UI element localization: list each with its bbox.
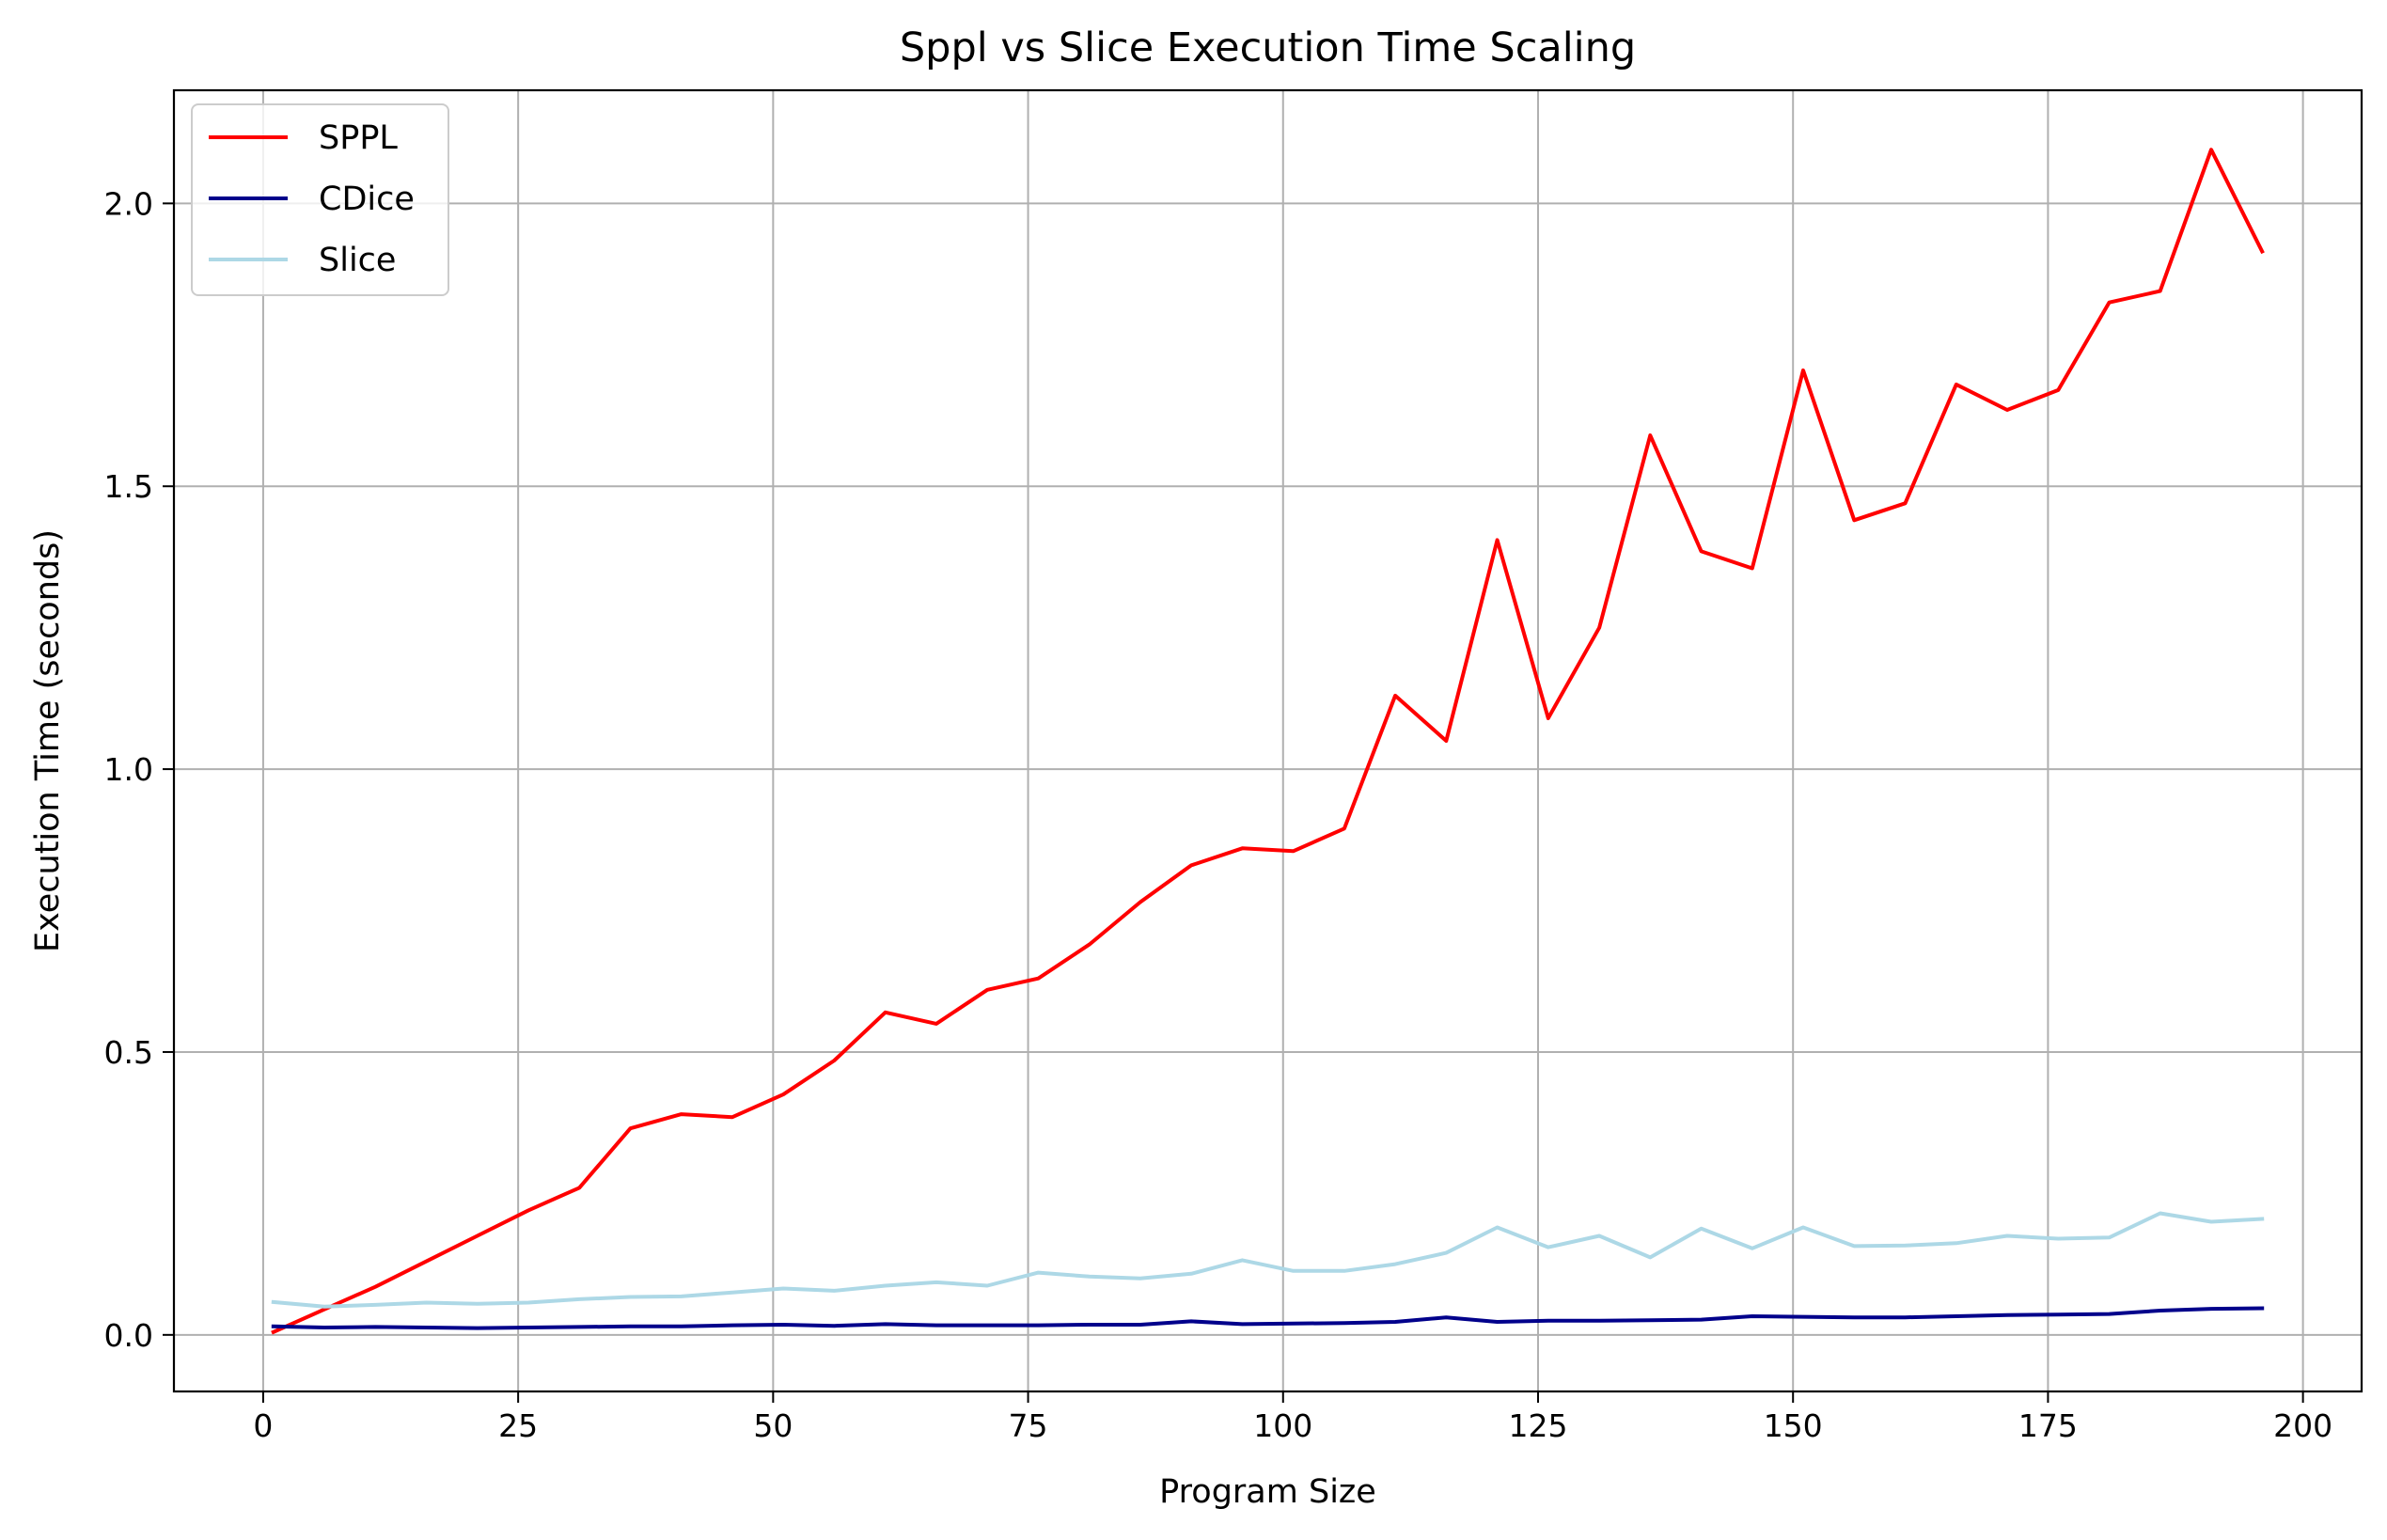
y-axis-label: Execution Time (seconds) <box>29 529 67 952</box>
y-tick-label: 0.0 <box>104 1317 153 1354</box>
x-tick-label: 175 <box>2018 1407 2078 1444</box>
x-axis-label: Program Size <box>1159 1473 1376 1511</box>
series-line-sppl <box>271 148 2265 1335</box>
x-tick-label: 100 <box>1253 1407 1312 1444</box>
x-tick-label: 50 <box>753 1407 793 1444</box>
series-line-cdice <box>271 1306 2265 1330</box>
axis-ticks: 0 25 50 75 100 125 150 175 200 0.0 0.5 1.0 1.5 2.0 <box>104 185 2333 1444</box>
y-tick-label: 2.0 <box>104 185 153 222</box>
legend-label-slice: Slice <box>319 242 396 279</box>
x-tick-label: 0 <box>253 1407 273 1444</box>
y-tick-label: 1.5 <box>104 468 153 505</box>
x-tick-label: 200 <box>2273 1407 2332 1444</box>
series-line-slice <box>271 1211 2265 1309</box>
series-lines <box>271 148 2265 1335</box>
y-tick-label: 0.5 <box>104 1034 153 1071</box>
chart-title: Sppl vs Slice Execution Time Scaling <box>900 24 1636 71</box>
x-tick-label: 125 <box>1508 1407 1567 1444</box>
y-tick-label: 1.0 <box>104 751 153 788</box>
legend: SPPL CDice Slice <box>191 103 449 296</box>
x-tick-label: 150 <box>1764 1407 1823 1444</box>
x-tick-label: 25 <box>498 1407 538 1444</box>
legend-label-sppl: SPPL <box>319 119 398 157</box>
grid-lines <box>174 90 2362 1391</box>
legend-box <box>191 103 449 296</box>
plot-frame <box>172 88 2363 1393</box>
x-tick-label: 75 <box>1009 1407 1048 1444</box>
legend-label-cdice: CDice <box>319 181 415 218</box>
